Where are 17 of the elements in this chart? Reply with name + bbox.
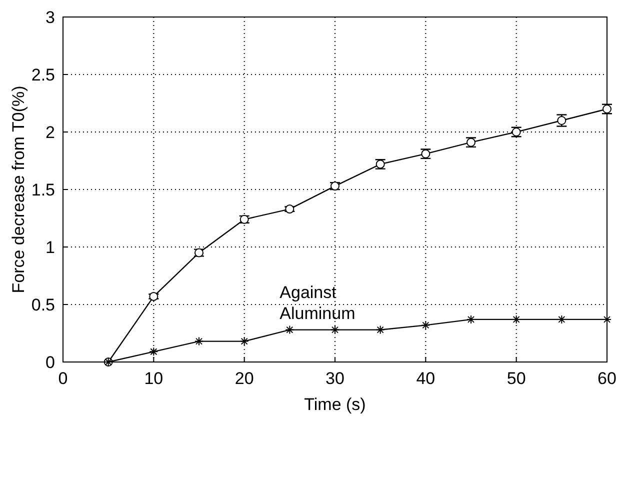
y-tick-label: 3 — [46, 8, 55, 27]
x-tick-label: 0 — [58, 369, 68, 388]
y-tick-label: 0 — [46, 353, 55, 372]
x-tick-label: 20 — [234, 369, 254, 388]
y-tick-label: 2.5 — [31, 66, 55, 84]
x-tick-label: 40 — [416, 369, 436, 388]
x-axis-title: Time (s) — [304, 395, 366, 414]
y-tick-label: 0.5 — [31, 296, 55, 314]
x-tick-label: 10 — [144, 369, 164, 388]
y-tick-label: 2 — [46, 123, 55, 142]
y-axis-title: Force decrease from T0(%) — [9, 86, 28, 294]
series-label: Against Aluminum — [280, 282, 356, 323]
x-tick-label: 60 — [598, 369, 616, 388]
x-tick-label: 50 — [506, 369, 526, 388]
x-tick-label: 30 — [326, 369, 344, 388]
y-tick-label: 1 — [46, 238, 55, 257]
y-tick-label: 1.5 — [31, 180, 55, 200]
